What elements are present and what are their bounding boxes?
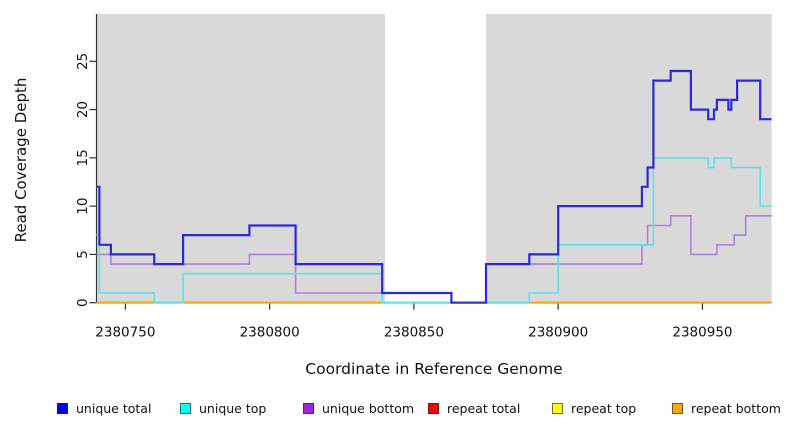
legend-label: unique bottom bbox=[322, 401, 415, 416]
x-axis-title: Coordinate in Reference Genome bbox=[305, 360, 563, 378]
legend-label: repeat bottom bbox=[691, 401, 781, 416]
x-tick-label: 2380950 bbox=[672, 325, 732, 341]
y-tick-label: 25 bbox=[75, 53, 91, 70]
y-tick-label: 15 bbox=[75, 149, 91, 166]
y-tick-label: 20 bbox=[75, 101, 91, 118]
legend-swatch-repeat-total bbox=[428, 403, 439, 414]
legend-swatch-unique-bottom bbox=[303, 403, 314, 414]
series-line-unique-total bbox=[96, 69, 772, 304]
legend-label: unique top bbox=[199, 401, 267, 416]
legend-item-repeat-top: repeat top bbox=[552, 401, 636, 416]
legend-item-unique-top: unique top bbox=[180, 401, 266, 416]
legend-item-repeat-total: repeat total bbox=[428, 401, 520, 416]
legend-swatch-unique-total bbox=[57, 403, 68, 414]
legend-item-unique-bottom: unique bottom bbox=[303, 401, 414, 416]
legend-item-unique-total: unique total bbox=[57, 401, 151, 416]
legend-label: unique total bbox=[76, 401, 152, 416]
legend-label: repeat total bbox=[447, 401, 521, 416]
x-tick-label: 2380750 bbox=[95, 325, 155, 341]
x-tick-label: 2380850 bbox=[384, 325, 444, 341]
legend: unique total unique top unique bottom re… bbox=[0, 401, 792, 425]
x-tick-label: 2380900 bbox=[528, 325, 588, 341]
legend-item-repeat-bottom: repeat bottom bbox=[672, 401, 781, 416]
series-line-unique-top bbox=[96, 157, 772, 304]
legend-label: repeat top bbox=[571, 401, 637, 416]
y-tick-label: 5 bbox=[75, 250, 91, 259]
y-tick-label: 10 bbox=[75, 198, 91, 215]
y-axis-title: Read Coverage Depth bbox=[12, 77, 30, 243]
legend-swatch-repeat-bottom bbox=[672, 403, 683, 414]
legend-swatch-repeat-top bbox=[552, 403, 563, 414]
x-tick-label: 2380800 bbox=[240, 325, 300, 341]
highlight-band bbox=[385, 14, 487, 303]
y-tick-label: 0 bbox=[75, 298, 91, 307]
legend-swatch-unique-top bbox=[180, 403, 191, 414]
